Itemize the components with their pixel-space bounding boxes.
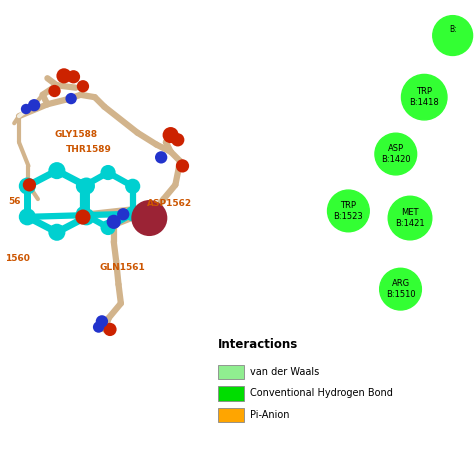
Text: MET
B:1421: MET B:1421 [395, 208, 425, 228]
Circle shape [48, 85, 61, 97]
Text: ASP
B:1420: ASP B:1420 [381, 144, 410, 164]
Circle shape [21, 104, 31, 114]
Circle shape [380, 268, 421, 310]
Text: ASP1562: ASP1562 [147, 199, 192, 208]
Text: Conventional Hydrogen Bond: Conventional Hydrogen Bond [250, 388, 393, 399]
Circle shape [96, 315, 108, 328]
Text: Interactions: Interactions [218, 338, 298, 351]
Circle shape [65, 93, 77, 104]
Text: 1560: 1560 [5, 254, 29, 263]
Circle shape [93, 321, 104, 333]
Circle shape [67, 70, 80, 83]
Circle shape [78, 178, 95, 195]
FancyBboxPatch shape [218, 408, 244, 422]
Circle shape [19, 209, 36, 226]
Circle shape [328, 190, 369, 232]
Circle shape [48, 162, 65, 179]
Circle shape [125, 179, 140, 194]
Circle shape [100, 220, 116, 235]
FancyBboxPatch shape [218, 386, 244, 401]
Circle shape [401, 74, 447, 120]
Circle shape [163, 127, 179, 143]
Text: GLN1561: GLN1561 [100, 263, 146, 272]
Circle shape [28, 99, 40, 111]
Circle shape [107, 215, 121, 229]
Circle shape [171, 133, 184, 146]
Circle shape [388, 196, 432, 240]
FancyBboxPatch shape [218, 365, 244, 379]
Circle shape [76, 179, 91, 194]
Circle shape [176, 159, 189, 173]
Circle shape [56, 68, 72, 83]
Circle shape [131, 200, 167, 236]
Text: TRP
B:1523: TRP B:1523 [334, 201, 363, 221]
Circle shape [155, 151, 167, 164]
Circle shape [76, 206, 91, 221]
Text: Pi-Anion: Pi-Anion [250, 410, 290, 420]
Circle shape [75, 210, 91, 225]
Circle shape [78, 209, 95, 226]
Circle shape [433, 16, 473, 55]
Circle shape [375, 133, 417, 175]
Circle shape [77, 80, 89, 92]
Text: B:: B: [449, 26, 456, 46]
Text: GLY1588: GLY1588 [55, 130, 98, 139]
Text: TRP
B:1418: TRP B:1418 [410, 87, 439, 107]
Text: THR1589: THR1589 [66, 145, 112, 154]
Text: 56: 56 [9, 197, 21, 206]
Text: ARG
B:1510: ARG B:1510 [386, 279, 415, 299]
Circle shape [125, 206, 140, 221]
Text: van der Waals: van der Waals [250, 367, 319, 377]
Circle shape [100, 165, 116, 180]
Circle shape [19, 178, 36, 195]
Circle shape [48, 224, 65, 241]
Circle shape [23, 178, 36, 191]
Circle shape [117, 208, 129, 220]
Circle shape [103, 323, 117, 336]
